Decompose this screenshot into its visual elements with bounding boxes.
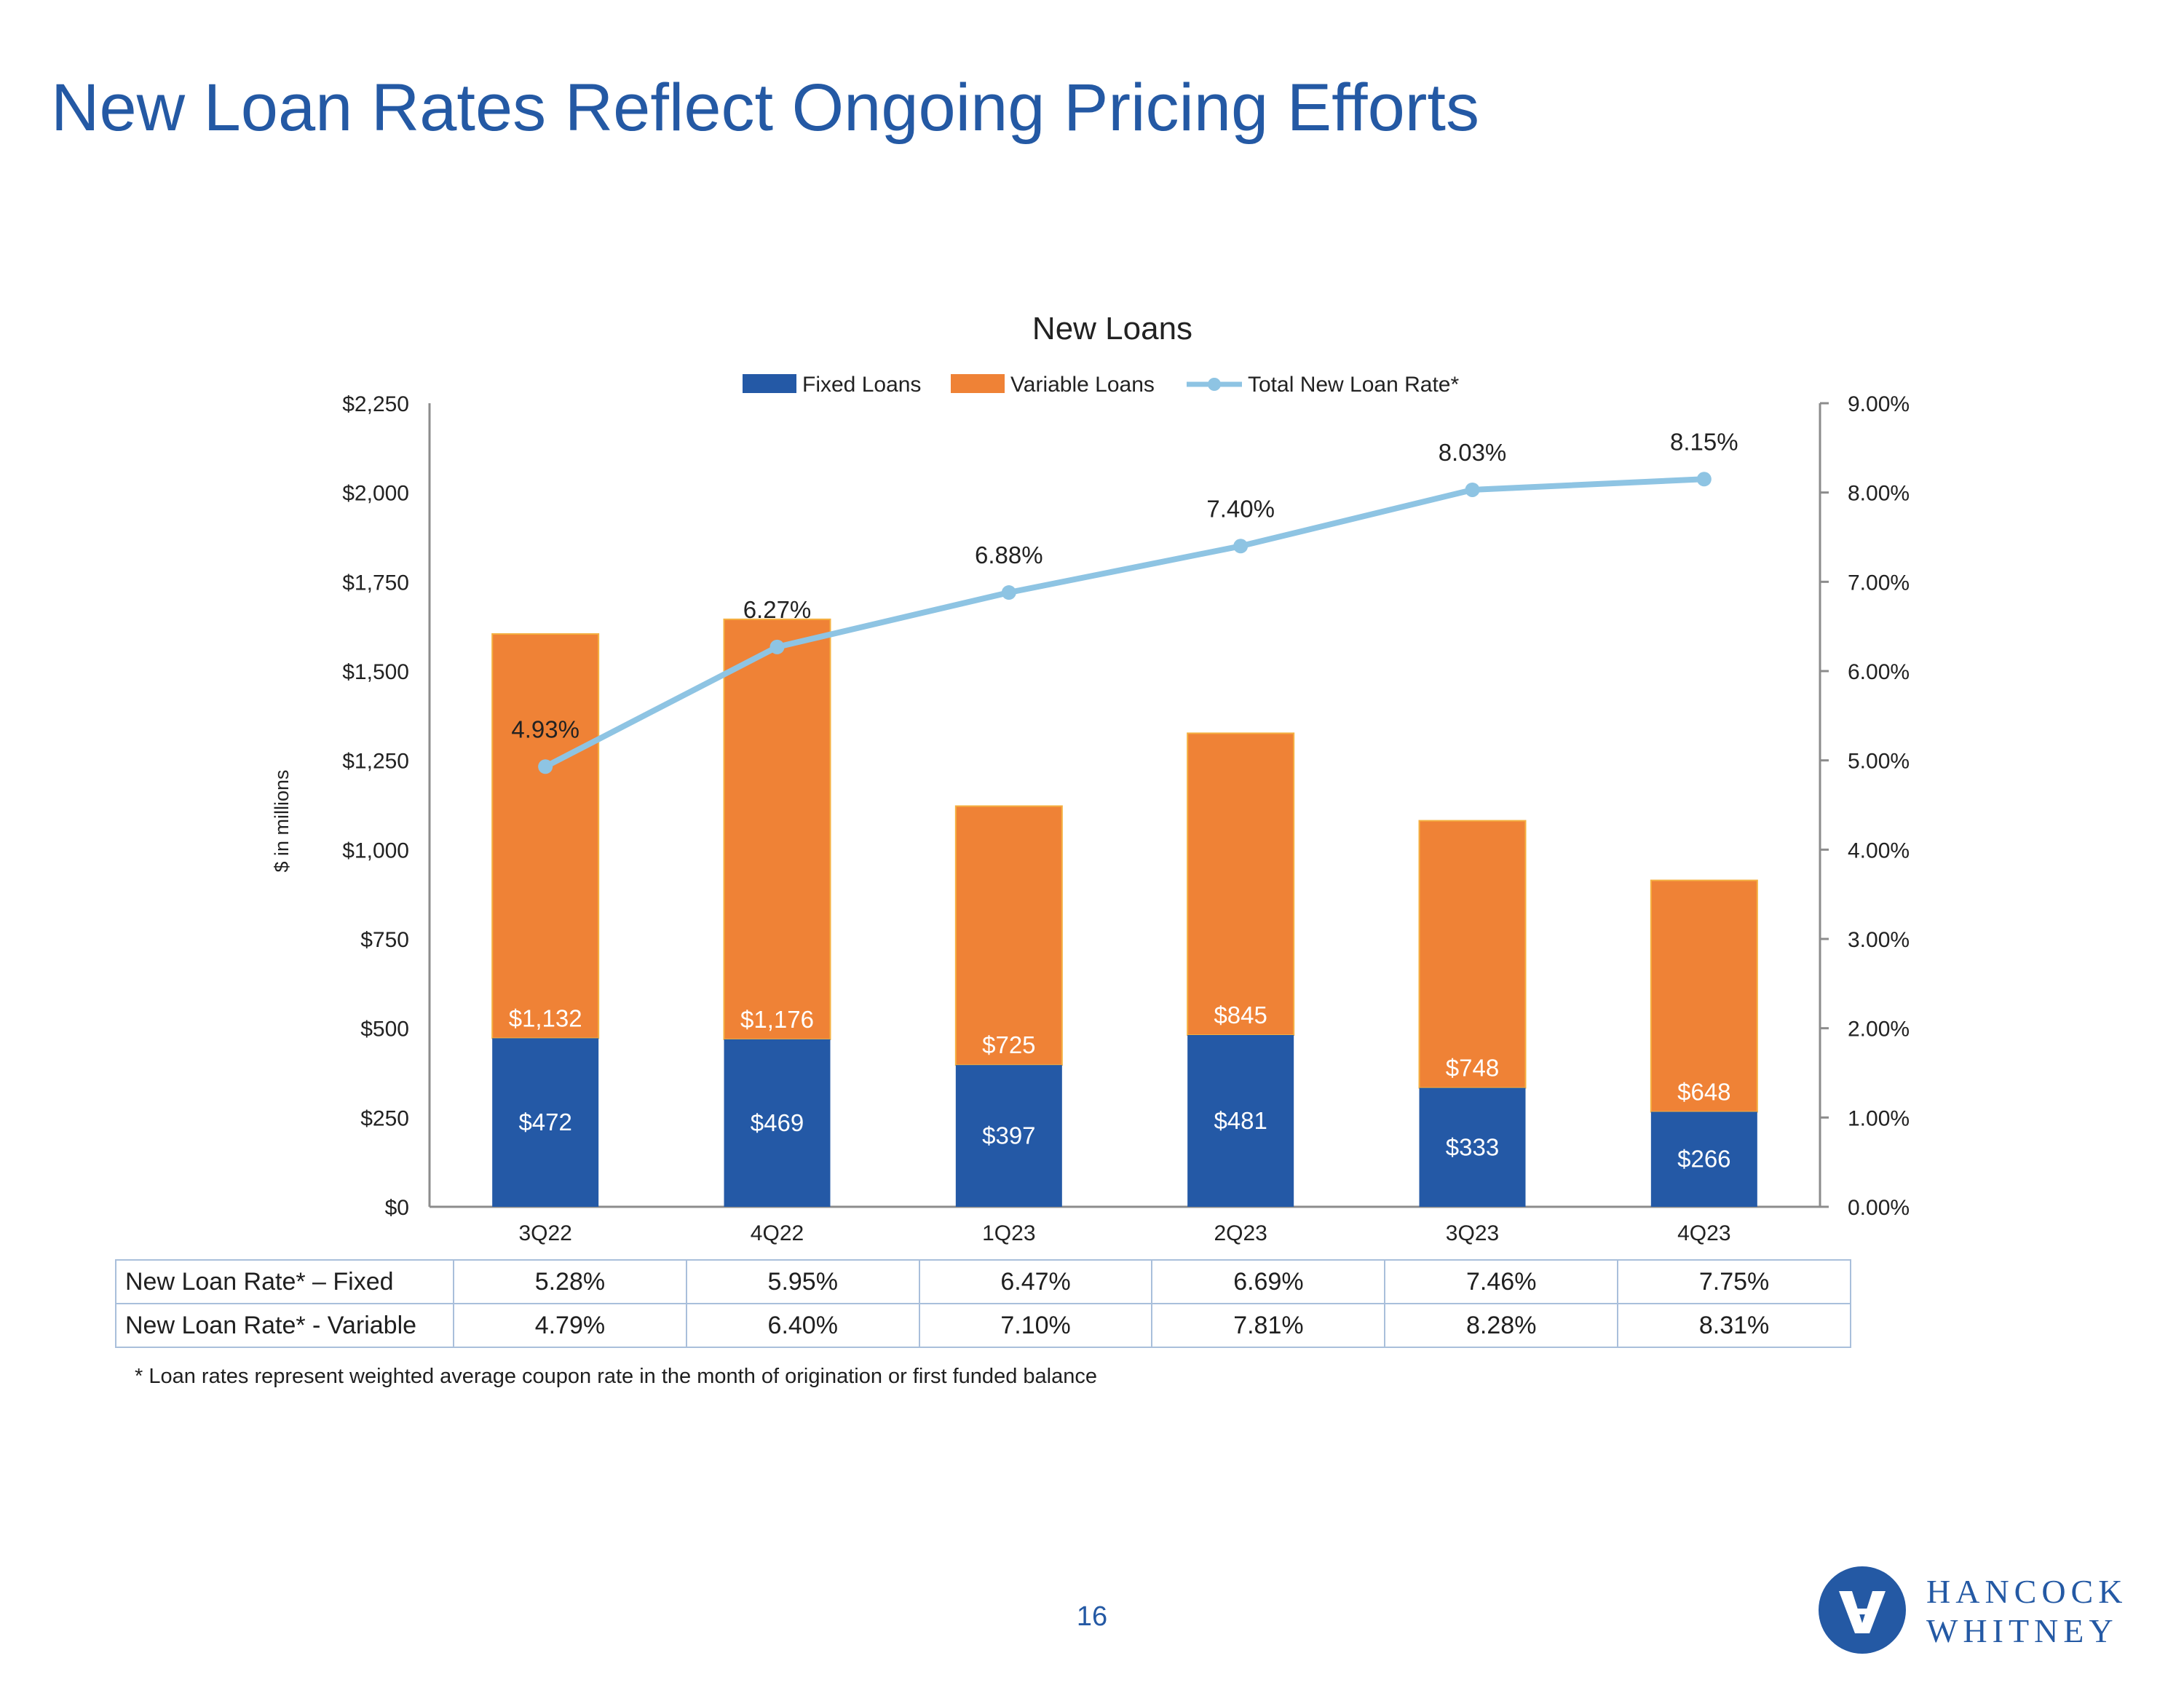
page-number: 16 bbox=[1076, 1601, 1108, 1632]
x-tick-label: 4Q22 bbox=[751, 1221, 804, 1245]
bar-fixed bbox=[1187, 1034, 1294, 1207]
legend-marker-rate bbox=[1208, 378, 1221, 391]
data-label-rate: 8.15% bbox=[1670, 428, 1738, 455]
table-cell: 5.95% bbox=[685, 1259, 920, 1304]
y2-tick-label: 1.00% bbox=[1848, 1106, 1910, 1130]
bar-fixed bbox=[1419, 1087, 1526, 1207]
y-tick-label: $250 bbox=[360, 1106, 409, 1130]
bar-fixed bbox=[1650, 1111, 1757, 1207]
bar-fixed bbox=[724, 1039, 831, 1207]
y-tick-label: $1,000 bbox=[342, 838, 409, 863]
data-label-variable: $845 bbox=[1214, 1002, 1267, 1028]
legend-swatch-fixed bbox=[743, 374, 796, 393]
y2-tick-label: 0.00% bbox=[1848, 1196, 1910, 1220]
data-label-fixed: $397 bbox=[982, 1122, 1035, 1149]
data-label-rate: 8.03% bbox=[1439, 439, 1507, 466]
table-cell: 5.28% bbox=[453, 1259, 687, 1304]
y2-tick-label: 2.00% bbox=[1848, 1018, 1910, 1042]
data-label-variable: $748 bbox=[1446, 1055, 1499, 1082]
table-cell: 6.40% bbox=[685, 1303, 920, 1348]
bar-fixed bbox=[492, 1038, 599, 1207]
table-cell: 7.81% bbox=[1151, 1303, 1386, 1348]
point-rate bbox=[1696, 472, 1712, 487]
hancock-whitney-logo: HANCOCK WHITNEY bbox=[1819, 1566, 2132, 1661]
y2-tick-label: 7.00% bbox=[1848, 571, 1910, 595]
row-label: New Loan Rate* - Variable bbox=[115, 1303, 454, 1348]
data-label-rate: 7.40% bbox=[1206, 495, 1275, 522]
x-tick-label: 3Q22 bbox=[518, 1221, 571, 1245]
y-tick-label: $2,250 bbox=[342, 392, 409, 416]
y2-tick-label: 8.00% bbox=[1848, 482, 1910, 506]
table-cell: 7.46% bbox=[1384, 1259, 1619, 1304]
table-cell: 6.69% bbox=[1151, 1259, 1386, 1304]
data-label-fixed: $469 bbox=[751, 1109, 804, 1136]
y-tick-label: $1,500 bbox=[342, 660, 409, 684]
bar-variable bbox=[1418, 820, 1527, 1089]
point-rate bbox=[769, 639, 785, 654]
data-label-variable: $648 bbox=[1677, 1078, 1730, 1105]
y2-tick-label: 3.00% bbox=[1848, 928, 1910, 952]
data-label-rate: 6.88% bbox=[975, 542, 1043, 568]
data-label-fixed: $266 bbox=[1677, 1146, 1730, 1173]
y2-tick-label: 6.00% bbox=[1848, 660, 1910, 684]
y-tick-label: $1,750 bbox=[342, 571, 409, 595]
logo-text-line2: WHITNEY bbox=[1926, 1612, 2118, 1649]
data-label-variable: $725 bbox=[982, 1031, 1035, 1058]
data-label-variable: $1,176 bbox=[740, 1006, 814, 1033]
y2-tick-label: 5.00% bbox=[1848, 750, 1910, 774]
legend-label-fixed: Fixed Loans bbox=[802, 373, 921, 397]
data-label-rate: 4.93% bbox=[511, 715, 579, 742]
y-tick-label: $750 bbox=[360, 928, 409, 952]
table-row-variable: New Loan Rate* - Variable 4.79% 6.40% 7.… bbox=[115, 1303, 1851, 1348]
y-tick-label: $2,000 bbox=[342, 482, 409, 506]
y-tick-label: $0 bbox=[385, 1196, 409, 1220]
table-cell: 6.47% bbox=[918, 1259, 1153, 1304]
row-label: New Loan Rate* – Fixed bbox=[115, 1259, 454, 1304]
series-line-rate bbox=[544, 476, 1705, 769]
legend-swatch-variable bbox=[951, 374, 1005, 393]
data-label-fixed: $333 bbox=[1446, 1133, 1499, 1160]
table-cell: 8.28% bbox=[1384, 1303, 1619, 1348]
x-tick-label: 2Q23 bbox=[1214, 1221, 1267, 1245]
new-loans-chart: New Loans Fixed Loans Variable Loans Total … bbox=[271, 311, 1910, 1245]
x-tick-label: 1Q23 bbox=[982, 1221, 1035, 1245]
footnote: * Loan rates represent weighted average … bbox=[135, 1365, 1097, 1388]
y-tick-label: $1,250 bbox=[342, 750, 409, 774]
y-axis-title: $ in millions bbox=[271, 769, 293, 872]
point-rate bbox=[1465, 482, 1480, 497]
table-cell: 4.79% bbox=[453, 1303, 687, 1348]
table-cell: 7.75% bbox=[1617, 1259, 1851, 1304]
bar-variable bbox=[954, 805, 1063, 1066]
table-cell: 7.10% bbox=[918, 1303, 1153, 1348]
point-rate bbox=[1233, 539, 1249, 554]
bar-fixed bbox=[955, 1065, 1062, 1207]
new-loan-rate-table: New Loan Rate* – Fixed 5.28% 5.95% 6.47%… bbox=[115, 1259, 1851, 1348]
bar-variable bbox=[1650, 879, 1758, 1113]
data-label-variable: $1,132 bbox=[509, 1004, 582, 1031]
bar-variable bbox=[723, 618, 831, 1040]
point-rate bbox=[538, 759, 553, 774]
y-tick-label: $500 bbox=[360, 1018, 409, 1042]
page-title: New Loan Rates Reflect Ongoing Pricing E… bbox=[51, 71, 1479, 145]
table-row-fixed: New Loan Rate* – Fixed 5.28% 5.95% 6.47%… bbox=[115, 1259, 1851, 1304]
logo-text-line1: HANCOCK bbox=[1926, 1573, 2128, 1610]
legend-label-variable: Variable Loans bbox=[1010, 373, 1155, 397]
data-label-fixed: $481 bbox=[1214, 1107, 1267, 1134]
y2-tick-label: 4.00% bbox=[1848, 838, 1910, 863]
x-tick-label: 3Q23 bbox=[1446, 1221, 1499, 1245]
legend-label-rate: Total New Loan Rate* bbox=[1248, 373, 1459, 397]
data-label-fixed: $472 bbox=[518, 1109, 571, 1135]
chart-title: New Loans bbox=[1032, 311, 1192, 346]
logo-mark-icon bbox=[1819, 1566, 1906, 1654]
point-rate bbox=[1001, 585, 1016, 600]
data-label-rate: 6.27% bbox=[743, 596, 812, 623]
x-tick-label: 4Q23 bbox=[1677, 1221, 1730, 1245]
table-cell: 8.31% bbox=[1617, 1303, 1851, 1348]
y2-tick-label: 9.00% bbox=[1848, 392, 1910, 416]
bar-variable bbox=[491, 633, 600, 1039]
bar-variable bbox=[1187, 732, 1295, 1036]
